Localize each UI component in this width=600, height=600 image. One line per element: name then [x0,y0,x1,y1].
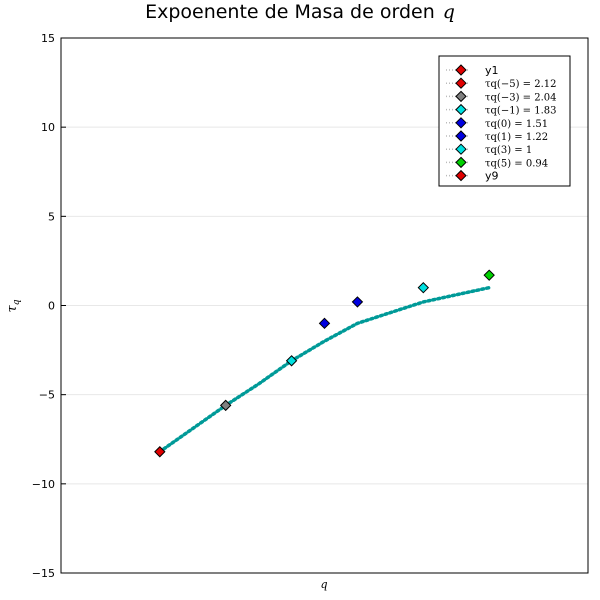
data-point [285,355,298,367]
legend-marker [455,130,467,142]
y-tick-label: 0 [48,300,55,313]
legend-marker [455,117,467,129]
legend-item: τq(−1) = 1.83 [446,103,556,117]
series-line-path [158,285,491,454]
y-tick-label: 15 [41,32,55,45]
y-tick-label: −5 [39,389,55,402]
legend-marker [455,103,467,116]
data-point [483,269,495,281]
y-tick-label: −10 [32,478,55,491]
legend-item: y9 [446,170,499,183]
legend-marker [455,143,467,155]
chart-title: Expoenente de Masa de orden q [145,1,455,23]
legend-label: τq(1) = 1.22 [485,132,548,143]
y-tick-label: −15 [32,567,55,580]
data-point [219,399,232,412]
legend-item: y1 [446,64,499,77]
legend-label: τq(3) = 1 [485,145,532,156]
data-point [318,317,331,330]
data-point [417,281,430,294]
legend-label: τq(−1) = 1.83 [485,106,556,117]
series-line [158,285,491,454]
legend-marker [455,156,467,169]
data-point [351,296,364,308]
x-axis-label: q [320,578,327,591]
legend-label: y9 [485,170,499,183]
legend-marker [455,169,467,182]
y-axis-label: τq [5,299,22,312]
legend-label: τq(5) = 0.94 [485,158,548,169]
y-tick-label: 5 [48,210,55,223]
legend-marker [455,64,467,76]
legend-label: τq(−5) = 2.12 [485,79,556,90]
legend-item: τq(3) = 1 [446,143,532,156]
legend-label: τq(−3) = 2.04 [485,92,556,103]
y-axis-ticks: 15 10 5 0 −5 −10 −15 [32,32,66,580]
legend-item: τq(−3) = 2.04 [446,90,556,103]
y-tick-label: 10 [41,121,55,134]
legend-item: τq(5) = 0.94 [446,156,548,169]
legend-label: y1 [485,64,499,77]
legend-item: τq(1) = 1.22 [446,130,548,143]
data-point [154,446,166,458]
legend-item: τq(−5) = 2.12 [446,77,556,90]
legend-marker [455,77,467,89]
legend-marker [455,90,467,103]
legend-item: τq(0) = 1.51 [446,117,548,130]
legend-label: τq(0) = 1.51 [485,119,548,130]
series-markers [154,269,495,458]
legend: y1 τq(−5) = 2.12 τq(−3) = 2.04 τq(−1) = 1.8… [438,55,571,187]
